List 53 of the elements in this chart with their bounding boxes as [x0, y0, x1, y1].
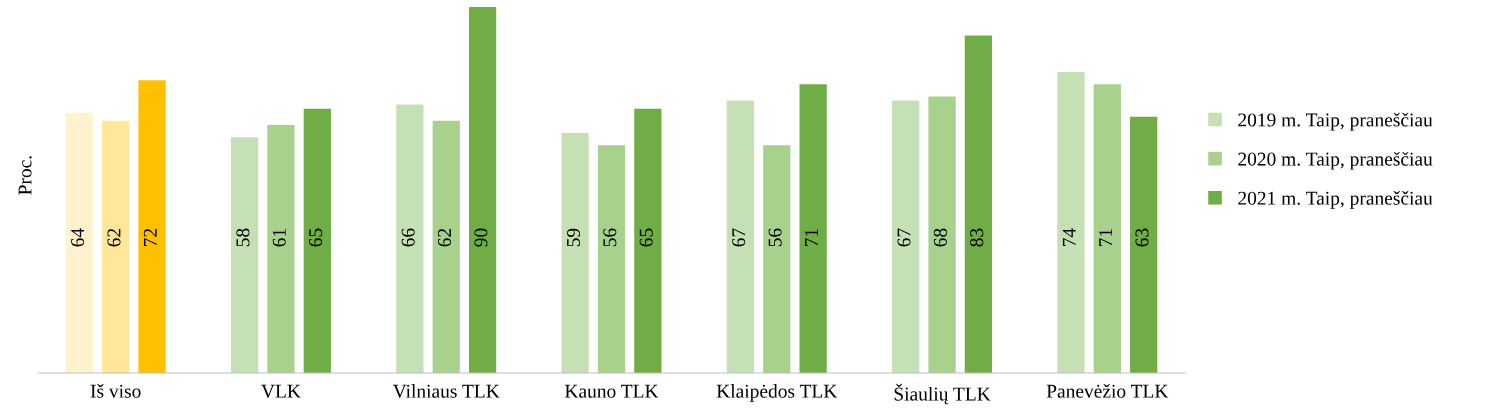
data-label: 68	[933, 228, 947, 247]
bar	[597, 145, 626, 373]
data-label: 62	[107, 228, 121, 247]
x-tick-label: Klaipėdos TLK	[716, 384, 838, 402]
data-label: 67	[732, 228, 746, 247]
data-label: 58	[236, 228, 250, 247]
data-label: 61	[272, 229, 286, 247]
bar	[726, 100, 755, 373]
x-tick-label: Panevėžio TLK	[1046, 384, 1169, 398]
data-label: 62	[438, 228, 452, 247]
data-label: 64	[71, 228, 85, 247]
data-label: 71	[1099, 229, 1112, 247]
data-label: 63	[1135, 228, 1149, 247]
legend-label: 2021 m. Taip, praneščiau	[1238, 191, 1433, 209]
bar	[65, 112, 93, 373]
data-label: 56	[603, 228, 617, 247]
bar	[468, 7, 497, 373]
x-tick-label: Kauno TLK	[564, 384, 659, 398]
bar	[102, 120, 130, 373]
bar	[230, 137, 259, 373]
y-axis-title: Proc.	[18, 156, 32, 195]
data-label: 90	[474, 228, 488, 247]
bar	[303, 108, 331, 373]
bar	[928, 96, 956, 373]
bar	[892, 100, 920, 373]
x-tick-label: Šiaulių TLK	[894, 383, 991, 405]
bar	[138, 80, 166, 373]
data-label: 67	[897, 228, 911, 247]
bar	[1130, 116, 1158, 373]
bar	[634, 108, 662, 373]
data-label: 71	[804, 229, 818, 247]
bar	[432, 120, 460, 373]
data-label: 65	[639, 228, 653, 247]
legend-label: 2019 m. Taip, praneščiau	[1238, 112, 1433, 131]
bar	[1057, 72, 1085, 373]
legend-label: 2020 m. Taip, praneščiau	[1238, 151, 1433, 170]
data-label: 59	[566, 228, 581, 247]
x-tick-label: Iš viso	[90, 384, 141, 398]
x-tick-label: VLK	[261, 384, 301, 398]
bar	[964, 35, 993, 373]
data-label: 72	[143, 228, 157, 247]
data-label: 65	[309, 228, 323, 247]
bar	[267, 124, 295, 373]
data-label: 56	[768, 228, 782, 247]
bar	[1093, 84, 1121, 373]
data-label: 83	[970, 228, 984, 247]
data-label: 66	[401, 228, 415, 247]
bar	[763, 145, 791, 373]
bar	[396, 104, 424, 373]
bar	[799, 84, 827, 373]
bar	[561, 133, 589, 373]
data-label: 74	[1062, 228, 1076, 247]
x-tick-label: Vilniaus TLK	[392, 384, 500, 398]
